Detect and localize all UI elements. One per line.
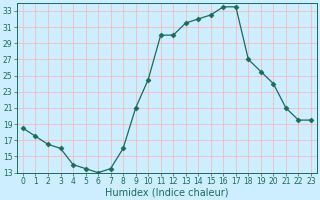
X-axis label: Humidex (Indice chaleur): Humidex (Indice chaleur) [105,187,229,197]
